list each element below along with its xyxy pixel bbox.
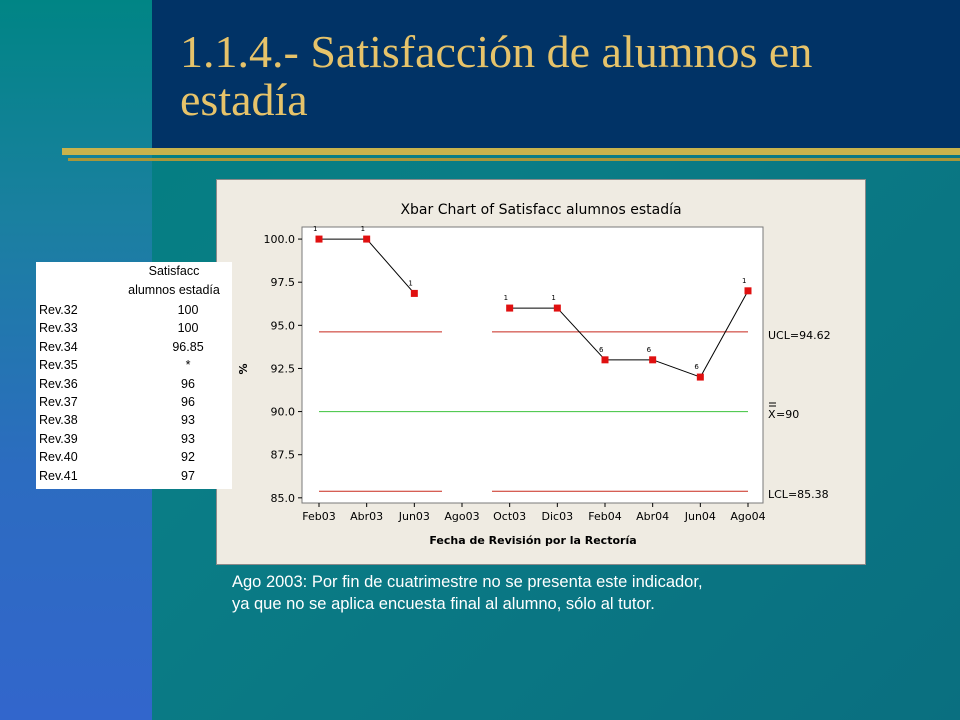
- y-tick-label: 100.0: [264, 233, 296, 246]
- row-value: 96.85: [172, 339, 204, 354]
- row-label: Rev.39: [39, 431, 78, 446]
- footnote-line2: ya que no se aplica encuesta final al al…: [232, 595, 655, 613]
- x-axis-label: Fecha de Revisión por la Rectoría: [429, 534, 636, 547]
- x-tick-label: Oct03: [493, 510, 526, 523]
- row-label: Rev.38: [39, 413, 78, 428]
- point-flag: 1: [551, 294, 555, 302]
- row-label: Rev.34: [39, 339, 78, 354]
- row-value: 93: [181, 413, 195, 428]
- table-row: Rev.40 92: [36, 449, 232, 467]
- point-flag: 1: [408, 279, 412, 287]
- table-row: Rev.34 96.85: [36, 339, 232, 357]
- row-value: 100: [177, 321, 199, 336]
- x-tick-label: Ago03: [444, 510, 479, 523]
- row-value: *: [185, 358, 191, 373]
- point-flag: 1: [361, 225, 365, 233]
- row-value: 96: [181, 376, 195, 391]
- data-point: [410, 289, 418, 297]
- row-label: Rev.40: [39, 450, 78, 465]
- row-value: 96: [181, 395, 195, 409]
- slide-title: 1.1.4.- Satisfacción de alumnos en estad…: [180, 26, 813, 125]
- x-tick-label: Dic03: [542, 510, 574, 523]
- x-tick-label: Abr04: [636, 510, 669, 523]
- footnote-line1: Ago 2003: Por fin de cuatrimestre no se …: [232, 573, 703, 591]
- x-tick-label: Jun03: [398, 510, 430, 523]
- xbar-chart: Xbar Chart of Satisfacc alumnos estadía …: [216, 179, 866, 565]
- x-tick-label: Feb03: [302, 510, 335, 523]
- data-point: [744, 287, 752, 295]
- data-point: [696, 373, 704, 381]
- x-tick-label: Abr03: [350, 510, 383, 523]
- data-table: Satisfacc alumnos estadía Rev.32 100 Rev.3…: [36, 262, 232, 489]
- center-label: =90: [776, 408, 799, 421]
- row-value: 93: [181, 431, 195, 446]
- row-value: 97: [181, 468, 195, 483]
- point-flag: 1: [504, 294, 508, 302]
- x-tick-label: Ago04: [730, 510, 765, 523]
- table-row: Rev.32 100: [36, 302, 232, 320]
- center-symbol: X: [768, 408, 776, 421]
- x-tick-label: Feb04: [588, 510, 621, 523]
- data-point: [649, 356, 657, 364]
- series-segment: [652, 359, 701, 378]
- row-label: Rev.36: [39, 376, 78, 391]
- y-tick-label: 97.5: [271, 276, 296, 289]
- point-flag: 6: [599, 346, 604, 354]
- point-flag: 6: [647, 346, 652, 354]
- data-point: [506, 304, 514, 312]
- data-point: [315, 235, 323, 243]
- series-segment: [556, 307, 606, 361]
- footnote: Ago 2003: Por fin de cuatrimestre no se …: [232, 571, 872, 615]
- table-header-line2: alumnos estadía: [128, 283, 220, 297]
- table-header-line1: Satisfacc: [148, 264, 200, 278]
- chart-svg: Xbar Chart of Satisfacc alumnos estadía …: [237, 202, 831, 547]
- plot-area: [301, 226, 764, 504]
- row-label: Rev.33: [39, 321, 78, 336]
- point-flag: 1: [313, 225, 317, 233]
- table-row: Rev.35 *: [36, 357, 232, 375]
- chart-title: Xbar Chart of Satisfacc alumnos estadía: [400, 202, 681, 218]
- table-row: Rev.41 97: [36, 468, 232, 486]
- data-point: [601, 356, 609, 364]
- data-point: [553, 304, 561, 312]
- lcl-label: LCL=85.38: [768, 488, 829, 501]
- table-row: Rev.38 93: [36, 412, 232, 430]
- y-tick-label: 92.5: [271, 362, 296, 375]
- row-value: 92: [181, 450, 195, 465]
- y-tick-label: 85.0: [271, 492, 296, 505]
- data-point: [363, 235, 371, 243]
- row-value: 100: [177, 303, 199, 317]
- table-row: Rev.39 93: [36, 431, 232, 449]
- y-tick-label: 95.0: [271, 319, 296, 332]
- series-segment: [366, 238, 415, 294]
- title-divider: [62, 148, 960, 155]
- y-tick-label: 87.5: [271, 449, 296, 462]
- title-header-band: [152, 0, 960, 148]
- row-label: Rev.41: [39, 468, 78, 483]
- y-axis-label: %: [237, 363, 250, 374]
- row-label: Rev.35: [39, 358, 78, 373]
- series-segment: [699, 290, 749, 378]
- table-row: Rev.36 96: [36, 376, 232, 394]
- row-label: Rev.32: [39, 303, 78, 317]
- point-flag: 1: [742, 277, 746, 285]
- x-tick-label: Jun04: [684, 510, 716, 523]
- table-row: Rev.37 96: [36, 394, 232, 412]
- row-label: Rev.37: [39, 395, 78, 409]
- ucl-label: UCL=94.62: [768, 329, 831, 342]
- point-flag: 6: [694, 363, 699, 371]
- y-tick-label: 90.0: [271, 406, 296, 419]
- title-divider-thin: [68, 158, 960, 161]
- table-row: Rev.33 100: [36, 320, 232, 338]
